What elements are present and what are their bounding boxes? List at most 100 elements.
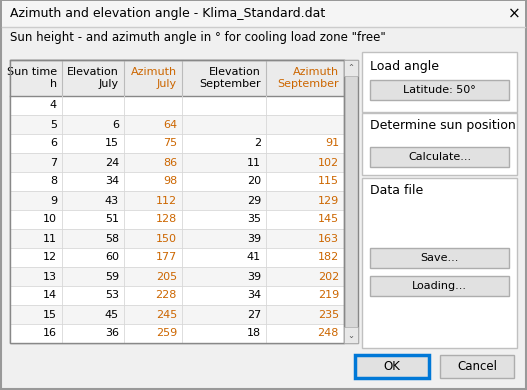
Text: 205: 205: [156, 271, 177, 282]
Bar: [344, 60, 358, 343]
Bar: [10, 286, 344, 305]
Text: 248: 248: [318, 328, 339, 339]
Text: OK: OK: [384, 360, 401, 373]
Bar: [10, 60, 344, 343]
Text: Cancel: Cancel: [457, 360, 497, 373]
Text: 11: 11: [247, 158, 261, 167]
Text: 64: 64: [163, 119, 177, 129]
Text: 163: 163: [318, 234, 339, 243]
Bar: [370, 80, 509, 100]
Bar: [370, 276, 509, 296]
Text: 41: 41: [247, 252, 261, 262]
Text: 219: 219: [318, 291, 339, 301]
Text: 45: 45: [105, 310, 119, 319]
Bar: [362, 178, 517, 348]
Text: 59: 59: [105, 271, 119, 282]
Text: 245: 245: [156, 310, 177, 319]
Bar: [10, 248, 344, 267]
Text: 20: 20: [247, 177, 261, 186]
Text: ⌄: ⌄: [347, 330, 355, 340]
Text: 5: 5: [50, 119, 57, 129]
Text: 13: 13: [43, 271, 57, 282]
Text: 6: 6: [50, 138, 57, 149]
Text: 182: 182: [318, 252, 339, 262]
Bar: [10, 229, 344, 248]
Text: 16: 16: [43, 328, 57, 339]
Text: Azimuth
September: Azimuth September: [277, 67, 339, 89]
Bar: [10, 134, 344, 153]
Text: 259: 259: [156, 328, 177, 339]
Bar: [10, 60, 344, 96]
Bar: [10, 267, 344, 286]
Bar: [362, 52, 517, 112]
Text: 27: 27: [247, 310, 261, 319]
Bar: [440, 355, 514, 378]
Bar: [344, 327, 358, 343]
Text: Elevation
July: Elevation July: [67, 67, 119, 89]
Bar: [10, 115, 344, 134]
Text: 24: 24: [105, 158, 119, 167]
Text: 35: 35: [247, 215, 261, 225]
Text: 8: 8: [50, 177, 57, 186]
Text: Azimuth and elevation angle - Klima_Standard.dat: Azimuth and elevation angle - Klima_Stan…: [10, 7, 325, 21]
Text: Azimuth
July: Azimuth July: [131, 67, 177, 89]
Text: 235: 235: [318, 310, 339, 319]
Text: Sun time
h: Sun time h: [7, 67, 57, 89]
Text: 51: 51: [105, 215, 119, 225]
Bar: [10, 96, 344, 115]
Text: 202: 202: [318, 271, 339, 282]
Bar: [370, 147, 509, 167]
Text: 128: 128: [156, 215, 177, 225]
Text: 53: 53: [105, 291, 119, 301]
Text: Load angle: Load angle: [370, 60, 439, 73]
Text: 150: 150: [156, 234, 177, 243]
Text: 4: 4: [50, 101, 57, 110]
Bar: [355, 355, 429, 378]
Text: 102: 102: [318, 158, 339, 167]
Text: 43: 43: [105, 195, 119, 206]
Text: Loading...: Loading...: [412, 281, 467, 291]
Bar: [10, 153, 344, 172]
Text: 86: 86: [163, 158, 177, 167]
Bar: [10, 172, 344, 191]
Text: 60: 60: [105, 252, 119, 262]
Text: Determine sun position: Determine sun position: [370, 119, 516, 132]
Text: 15: 15: [105, 138, 119, 149]
Text: 2: 2: [254, 138, 261, 149]
Bar: [10, 191, 344, 210]
Text: 29: 29: [247, 195, 261, 206]
Bar: [344, 60, 358, 76]
Bar: [10, 210, 344, 229]
Text: 58: 58: [105, 234, 119, 243]
Text: 6: 6: [112, 119, 119, 129]
Bar: [2, 1, 525, 27]
Bar: [370, 248, 509, 268]
Bar: [362, 113, 517, 175]
Text: 34: 34: [105, 177, 119, 186]
Text: 11: 11: [43, 234, 57, 243]
Text: Calculate...: Calculate...: [408, 152, 471, 162]
Text: 177: 177: [156, 252, 177, 262]
Text: 12: 12: [43, 252, 57, 262]
Text: 34: 34: [247, 291, 261, 301]
Bar: [10, 60, 344, 343]
Text: 91: 91: [325, 138, 339, 149]
Text: 98: 98: [163, 177, 177, 186]
Bar: [10, 324, 344, 343]
Text: 18: 18: [247, 328, 261, 339]
Text: 14: 14: [43, 291, 57, 301]
Text: 129: 129: [318, 195, 339, 206]
Text: 39: 39: [247, 234, 261, 243]
Text: 145: 145: [318, 215, 339, 225]
Text: ⌃: ⌃: [347, 64, 355, 73]
Text: 228: 228: [155, 291, 177, 301]
Text: Data file: Data file: [370, 184, 423, 197]
Text: 115: 115: [318, 177, 339, 186]
Text: 36: 36: [105, 328, 119, 339]
Text: Sun height - and azimuth angle in ° for cooling load zone "free": Sun height - and azimuth angle in ° for …: [10, 32, 386, 44]
Text: 112: 112: [156, 195, 177, 206]
Bar: [10, 305, 344, 324]
Text: Latitude: 50°: Latitude: 50°: [403, 85, 476, 95]
Text: 10: 10: [43, 215, 57, 225]
Text: Save...: Save...: [421, 253, 458, 263]
